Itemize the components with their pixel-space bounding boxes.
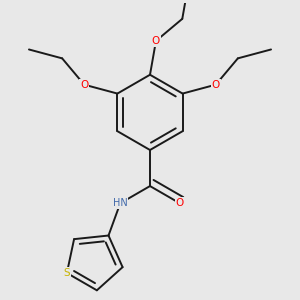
Text: O: O <box>176 198 184 208</box>
Text: O: O <box>212 80 220 90</box>
Text: O: O <box>80 80 88 90</box>
Text: O: O <box>152 36 160 46</box>
Text: S: S <box>64 268 70 278</box>
Text: HN: HN <box>113 198 128 208</box>
